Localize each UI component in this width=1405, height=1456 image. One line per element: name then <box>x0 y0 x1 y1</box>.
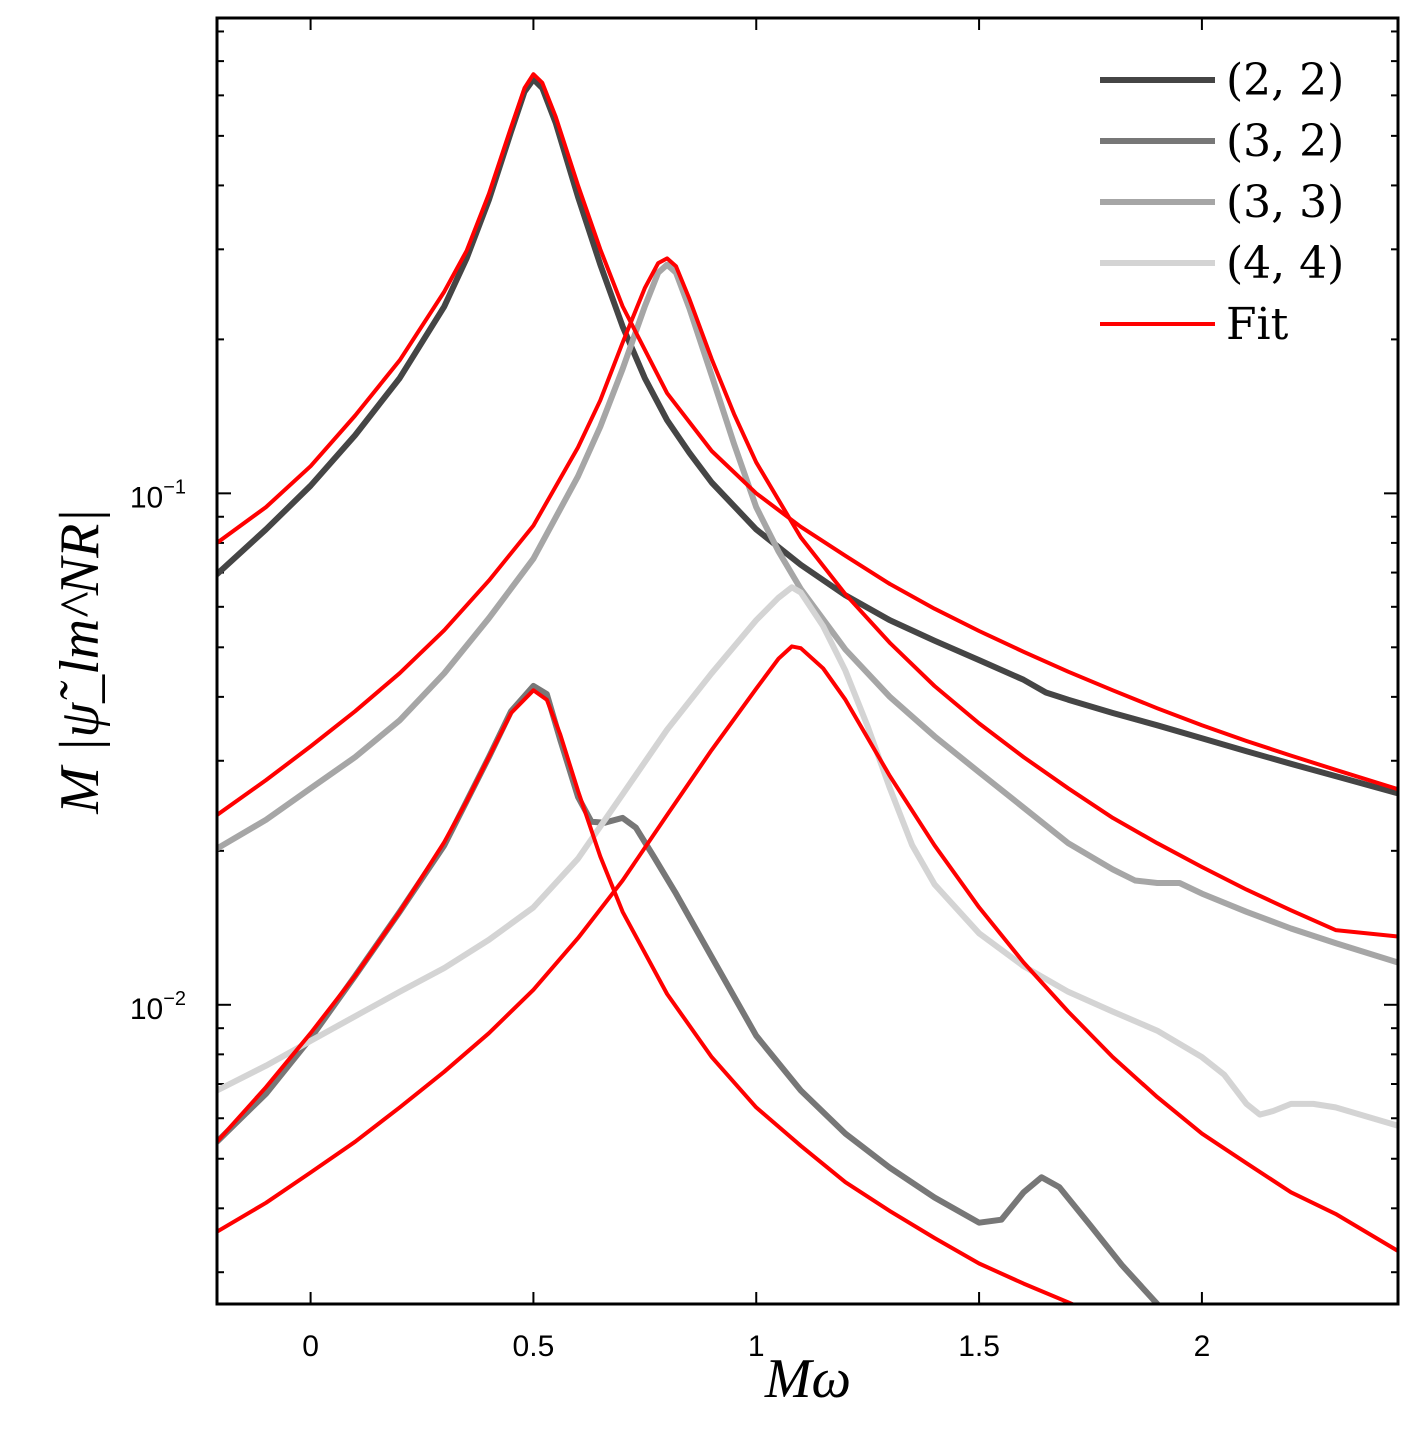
series-lines <box>217 72 1398 1304</box>
x-tick-label: 0.5 <box>513 1330 555 1363</box>
series-line-2-2 <box>217 76 1398 797</box>
series-line-fit-4 <box>217 644 1398 1253</box>
series-line-4-4 <box>217 584 1398 1129</box>
series-line-fit-3 <box>217 688 1078 1304</box>
x-axis-label: Mω <box>764 1348 851 1410</box>
plot-frame <box>215 16 1400 1306</box>
y-axis: 10−1 10−2 <box>130 476 1398 1026</box>
legend-entry-label: (2, 2) <box>1226 55 1344 106</box>
x-tick-label: 0 <box>302 1330 319 1363</box>
series-line-3-3 <box>217 261 1398 966</box>
y-tick-label: 10−2 <box>130 988 186 1026</box>
x-tick-label: 1 <box>748 1330 765 1363</box>
y-tick-label: 10−1 <box>130 476 186 514</box>
legend-entry-label: (3, 3) <box>1226 177 1344 228</box>
series-line-3-2 <box>217 683 1161 1304</box>
series-line-fit-1 <box>217 72 1398 792</box>
x-axis: 0 0.5 1 1.5 2 <box>302 18 1210 1363</box>
legend: (2, 2) (3, 2) (3, 3) (4, 4) Fit <box>1100 55 1344 350</box>
legend-entry-label: (4, 4) <box>1226 238 1344 289</box>
legend-entry-label: Fit <box>1226 299 1289 350</box>
series-line-fit-2 <box>217 256 1398 939</box>
x-tick-label: 2 <box>1194 1330 1211 1363</box>
x-tick-label: 1.5 <box>958 1330 1000 1363</box>
y-axis-label: M |ψ̃_lm^NR| <box>49 508 111 814</box>
legend-entry-label: (3, 2) <box>1226 116 1344 167</box>
